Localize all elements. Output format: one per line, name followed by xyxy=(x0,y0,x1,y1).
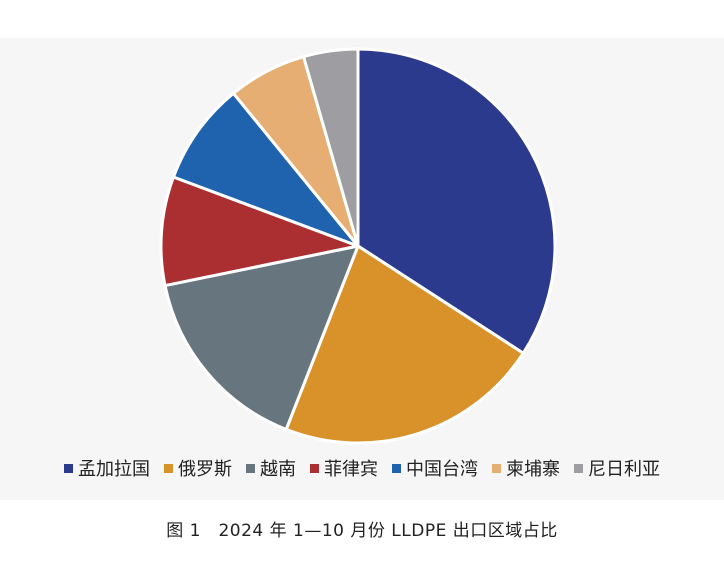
legend-swatch xyxy=(164,463,173,473)
pie-slice-1 xyxy=(284,244,525,445)
legend-item-4: 中国台湾 xyxy=(392,455,478,481)
legend-swatch xyxy=(310,463,319,473)
legend-label: 俄罗斯 xyxy=(178,459,232,480)
legend-item-3: 菲律宾 xyxy=(310,455,378,481)
legend-label: 柬埔寨 xyxy=(506,459,560,480)
pie-slice-3 xyxy=(159,175,360,288)
pie-slice-2 xyxy=(163,244,360,431)
legend-item-0: 孟加拉国 xyxy=(64,455,150,481)
legend-item-6: 尼日利亚 xyxy=(574,455,660,481)
legend-label: 尼日利亚 xyxy=(588,459,660,480)
legend-swatch xyxy=(492,463,501,473)
legend-label: 菲律宾 xyxy=(324,459,378,480)
legend-item-1: 俄罗斯 xyxy=(164,455,232,481)
legend-swatch xyxy=(574,463,583,473)
chart-panel xyxy=(0,38,724,500)
pie-slice-6 xyxy=(302,47,360,248)
legend-item-5: 柬埔寨 xyxy=(492,455,560,481)
legend-label: 孟加拉国 xyxy=(78,459,150,480)
pie-chart xyxy=(159,47,557,445)
legend-swatch xyxy=(392,463,401,473)
figure-caption: 图 1 2024 年 1—10 月份 LLDPE 出口区域占比 xyxy=(166,521,558,541)
legend-swatch xyxy=(64,463,73,473)
chart-legend: 孟加拉国 俄罗斯 越南 菲律宾 中国台湾 柬埔寨 尼日利亚 xyxy=(0,455,724,481)
legend-label: 越南 xyxy=(260,459,296,480)
legend-swatch xyxy=(246,463,255,473)
pie-slice-4 xyxy=(171,91,360,248)
legend-item-2: 越南 xyxy=(246,455,296,481)
legend-label: 中国台湾 xyxy=(406,459,478,480)
